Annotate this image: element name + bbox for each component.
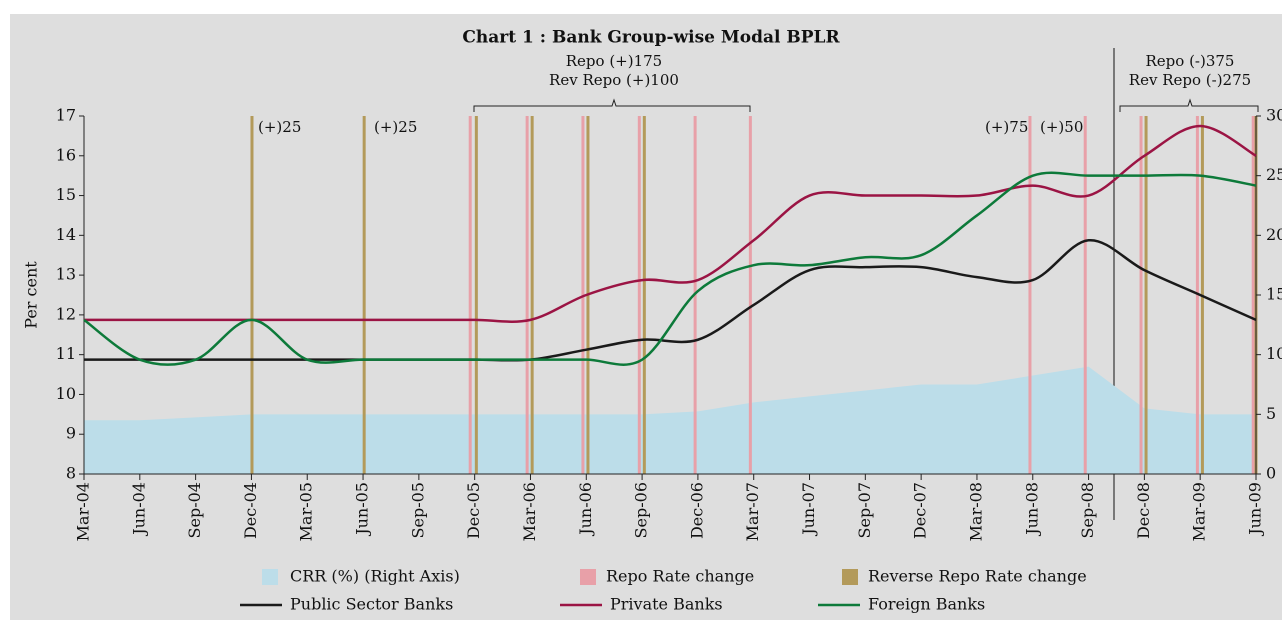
annotation: Rev Repo (-)275 bbox=[1129, 71, 1251, 89]
x-tick-label: Mar-08 bbox=[966, 482, 985, 541]
y2-tick-label: 10 bbox=[1266, 344, 1282, 363]
x-tick-label: Sep-06 bbox=[632, 482, 651, 538]
chart-title: Chart 1 : Bank Group-wise Modal BPLR bbox=[462, 28, 840, 48]
x-tick-label: Mar-05 bbox=[297, 482, 316, 541]
rate-change-bar bbox=[1139, 116, 1143, 474]
legend-label: Foreign Banks bbox=[868, 595, 985, 614]
chart-background bbox=[10, 14, 1282, 620]
y-tick-label: 13 bbox=[56, 265, 76, 284]
x-tick-label: Dec-07 bbox=[911, 482, 930, 539]
x-tick-label: Jun-05 bbox=[353, 482, 372, 537]
area bbox=[84, 366, 1256, 474]
annotation: Rev Repo (+)100 bbox=[549, 71, 679, 89]
x-tick-label: Sep-07 bbox=[855, 482, 874, 538]
annotation: (+)50 bbox=[1040, 118, 1083, 136]
line bbox=[83, 171, 1257, 366]
y2-tick-label: 25 bbox=[1266, 165, 1282, 184]
y-tick-label: 17 bbox=[56, 106, 76, 125]
rate-change-bar bbox=[362, 116, 366, 474]
legend-label: Reverse Repo Rate change bbox=[868, 567, 1087, 586]
rate-change-bar bbox=[637, 116, 641, 474]
legend-label: Public Sector Banks bbox=[290, 595, 453, 614]
x-tick-label: Jun-04 bbox=[129, 482, 148, 537]
rate-change-bar bbox=[642, 116, 646, 474]
x-tick-label: Dec-05 bbox=[464, 482, 483, 539]
x-tick-label: Mar-09 bbox=[1190, 482, 1209, 541]
rate-change-bar bbox=[1251, 116, 1255, 474]
rate-change-bar bbox=[468, 116, 472, 474]
legend-label: Private Banks bbox=[610, 595, 723, 614]
x-tick-label: Mar-06 bbox=[520, 482, 539, 541]
annotation: Repo (-)375 bbox=[1146, 52, 1235, 70]
y-tick-label: 8 bbox=[66, 464, 76, 483]
brace bbox=[473, 98, 751, 112]
rate-change-bar bbox=[1083, 116, 1087, 474]
x-tick-label: Mar-04 bbox=[74, 482, 93, 541]
y2-tick-label: 5 bbox=[1266, 404, 1276, 423]
rate-change-bar bbox=[748, 116, 752, 474]
brace bbox=[1119, 98, 1259, 112]
x-tick-label: Jun-06 bbox=[576, 482, 595, 537]
rate-change-bar bbox=[250, 116, 254, 474]
line bbox=[83, 124, 1257, 323]
x-tick-label: Dec-04 bbox=[241, 482, 260, 539]
legend-swatch bbox=[580, 569, 596, 585]
rate-change-bar bbox=[1028, 116, 1032, 474]
y2-tick-label: 30 bbox=[1266, 106, 1282, 125]
y-tick-label: 11 bbox=[56, 344, 76, 363]
annotation: Repo (+)175 bbox=[566, 52, 662, 70]
x-tick-label: Jun-09 bbox=[1246, 482, 1265, 537]
rate-change-bar bbox=[1144, 116, 1148, 474]
x-tick-label: Sep-04 bbox=[185, 482, 204, 538]
y2-tick-label: 20 bbox=[1266, 225, 1282, 244]
line bbox=[84, 239, 1257, 362]
annotation: (+)25 bbox=[374, 118, 417, 136]
legend-swatch bbox=[262, 569, 278, 585]
annotation: (+)75 bbox=[985, 118, 1028, 136]
rate-change-bar bbox=[525, 116, 529, 474]
annotation: (+)25 bbox=[258, 118, 301, 136]
y-tick-label: 16 bbox=[56, 145, 76, 164]
x-tick-label: Jun-07 bbox=[799, 482, 818, 537]
x-tick-label: Sep-08 bbox=[1078, 482, 1097, 538]
x-tick-label: Sep-05 bbox=[408, 482, 427, 538]
y2-tick-label: 0 bbox=[1266, 464, 1276, 483]
x-tick-label: Dec-06 bbox=[687, 482, 706, 539]
legend-label: CRR (%) (Right Axis) bbox=[290, 567, 460, 586]
y-tick-label: 14 bbox=[56, 225, 76, 244]
rate-change-bar bbox=[474, 116, 478, 474]
rate-change-bar bbox=[530, 116, 534, 474]
y-tick-label: 12 bbox=[56, 304, 76, 323]
y2-tick-label: 15 bbox=[1266, 285, 1282, 304]
x-tick-label: Mar-07 bbox=[743, 482, 762, 541]
y-tick-label: 9 bbox=[66, 424, 76, 443]
y-tick-label: 15 bbox=[56, 185, 76, 204]
y-axis-label: Per cent bbox=[22, 261, 41, 329]
y-tick-label: 10 bbox=[56, 384, 76, 403]
legend-label: Repo Rate change bbox=[606, 567, 754, 586]
x-tick-label: Jun-08 bbox=[1022, 482, 1041, 537]
legend-swatch bbox=[842, 569, 858, 585]
x-tick-label: Dec-08 bbox=[1134, 482, 1153, 539]
